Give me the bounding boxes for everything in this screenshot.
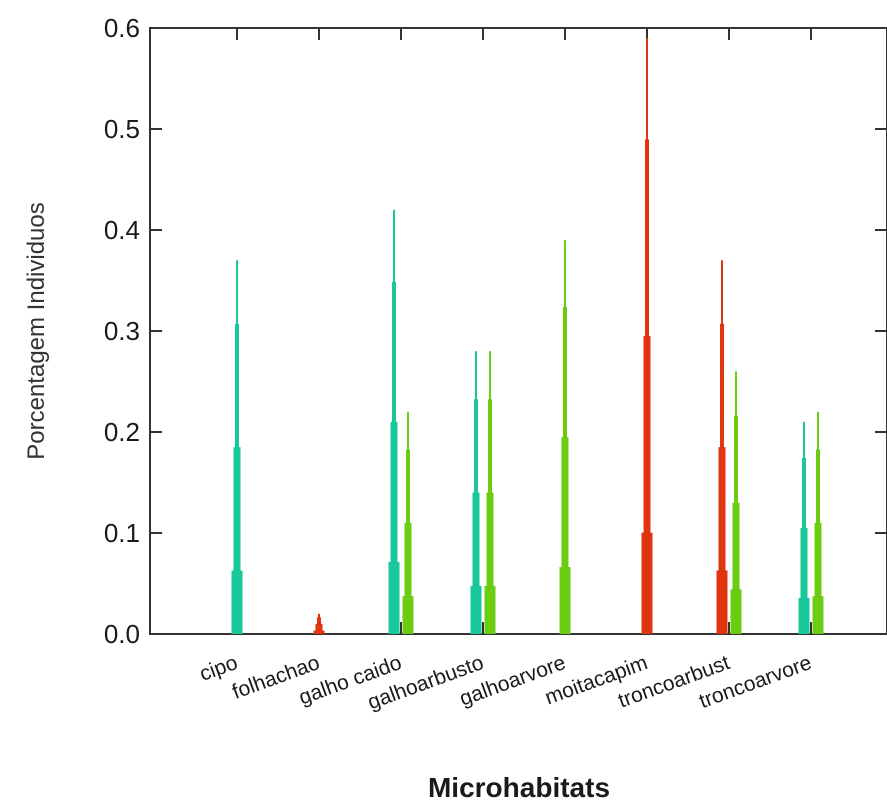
bar-green — [561, 437, 569, 634]
bar-red — [716, 570, 728, 634]
bar-red — [315, 623, 323, 634]
bar-green — [402, 596, 414, 634]
bar-teal — [390, 421, 398, 634]
bar-green — [486, 492, 494, 634]
bar-green — [732, 502, 740, 634]
y-tick-label: 0.0 — [104, 619, 140, 649]
bar-red — [718, 447, 726, 634]
y-tick-label: 0.6 — [104, 13, 140, 43]
bar-green — [814, 522, 822, 634]
y-tick-label: 0.3 — [104, 316, 140, 346]
y-tick-label: 0.4 — [104, 215, 140, 245]
bar-teal — [231, 570, 243, 634]
bar-green — [484, 585, 496, 634]
bar-teal — [798, 597, 810, 634]
bar-green — [730, 589, 742, 634]
bar-teal — [388, 561, 400, 634]
bar-red — [641, 532, 653, 634]
bar-teal — [470, 585, 482, 634]
bar-green — [404, 522, 412, 634]
y-tick-label: 0.2 — [104, 417, 140, 447]
bars — [231, 38, 824, 635]
y-axis: 0.0 0.1 0.2 0.3 0.4 0.5 0.6 — [104, 13, 887, 649]
bar-red — [313, 630, 325, 634]
x-axis-title: Microhabitats — [428, 772, 610, 803]
y-axis-title: Porcentagem Individuos — [23, 202, 50, 459]
y-tick-label: 0.1 — [104, 518, 140, 548]
bar-teal — [800, 527, 808, 634]
bar-green — [559, 567, 571, 634]
bar-green — [812, 596, 824, 634]
y-tick-label: 0.5 — [104, 114, 140, 144]
plot-frame — [149, 27, 887, 635]
bar-red — [643, 336, 651, 634]
bar-teal — [472, 492, 480, 634]
bar-teal — [233, 447, 241, 634]
